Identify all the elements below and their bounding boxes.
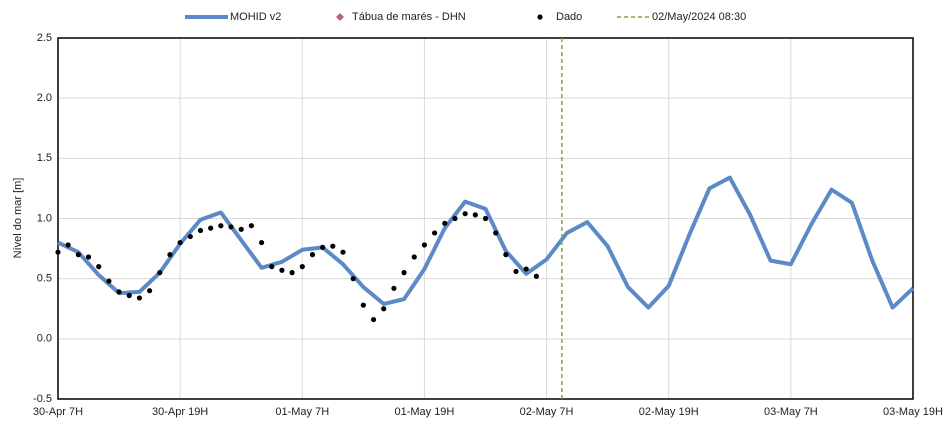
data-point — [177, 239, 183, 246]
series-line — [57, 175, 915, 310]
data-point — [503, 252, 509, 258]
data-point — [65, 242, 71, 248]
x-tick-label: 30-Apr 7H — [33, 406, 83, 418]
data-point — [411, 254, 417, 260]
legend-label: Dado — [556, 11, 582, 23]
data-point — [208, 225, 214, 231]
y-tick-label: 1.5 — [37, 152, 52, 164]
legend-label: MOHID v2 — [230, 11, 281, 23]
data-point — [482, 215, 489, 222]
data-point — [370, 316, 377, 323]
data-point — [269, 264, 275, 270]
data-point — [330, 243, 336, 249]
data-point — [350, 276, 356, 282]
data-point — [513, 268, 519, 275]
x-tick-label: 03-May 7H — [764, 406, 818, 418]
y-tick-label: 0.0 — [37, 333, 52, 345]
data-point — [228, 224, 234, 230]
data-point — [96, 264, 102, 270]
data-point — [279, 267, 285, 273]
data-point — [157, 270, 163, 276]
y-tick-label: -0.5 — [33, 393, 52, 405]
legend-label: 02/May/2024 08:30 — [652, 11, 746, 23]
data-point — [106, 278, 112, 284]
y-tick-label: 2.0 — [37, 92, 52, 104]
data-point — [320, 244, 326, 250]
plot-border — [57, 37, 914, 400]
data-point — [533, 273, 539, 279]
x-tick-label: 03-May 19H — [883, 406, 943, 418]
data-point — [391, 285, 397, 291]
y-tick-label: 1.0 — [37, 212, 52, 224]
data-point — [472, 212, 478, 218]
data-point — [187, 233, 193, 240]
data-point — [167, 252, 173, 258]
x-tick-label: 02-May 19H — [639, 406, 699, 418]
data-point — [442, 220, 448, 226]
data-point — [218, 223, 224, 229]
x-tick-label: 01-May 7H — [275, 406, 329, 418]
legend-label: Tábua de marés - DHN — [352, 11, 466, 23]
data-point — [523, 266, 529, 272]
legend-swatch — [537, 14, 543, 20]
data-point — [381, 306, 387, 312]
data-point — [55, 249, 61, 255]
y-tick-label: 0.5 — [37, 273, 52, 285]
x-tick-label: 01-May 19H — [394, 406, 454, 418]
data-point — [421, 242, 428, 248]
data-point — [197, 227, 204, 234]
y-axis-label: Nível do mar [m] — [12, 178, 24, 259]
data-point — [116, 289, 122, 295]
data-point — [126, 292, 132, 299]
data-point — [136, 295, 143, 301]
data-point — [238, 226, 244, 232]
y-tick-label: 2.5 — [37, 32, 52, 44]
legend-swatch — [336, 13, 344, 21]
data-point — [452, 215, 458, 222]
data-point — [289, 270, 295, 276]
data-point — [258, 239, 265, 246]
data-point — [75, 252, 81, 258]
data-point — [340, 249, 346, 255]
data-point — [85, 254, 92, 260]
data-point — [299, 264, 305, 270]
data-point — [493, 230, 499, 236]
data-point — [309, 252, 316, 258]
data-point — [462, 211, 468, 217]
data-point — [432, 230, 438, 236]
data-point — [401, 270, 407, 276]
data-point — [248, 223, 254, 229]
data-point — [147, 288, 153, 294]
data-point — [360, 302, 366, 308]
x-tick-label: 02-May 7H — [520, 406, 574, 418]
x-tick-label: 30-Apr 19H — [152, 406, 208, 418]
